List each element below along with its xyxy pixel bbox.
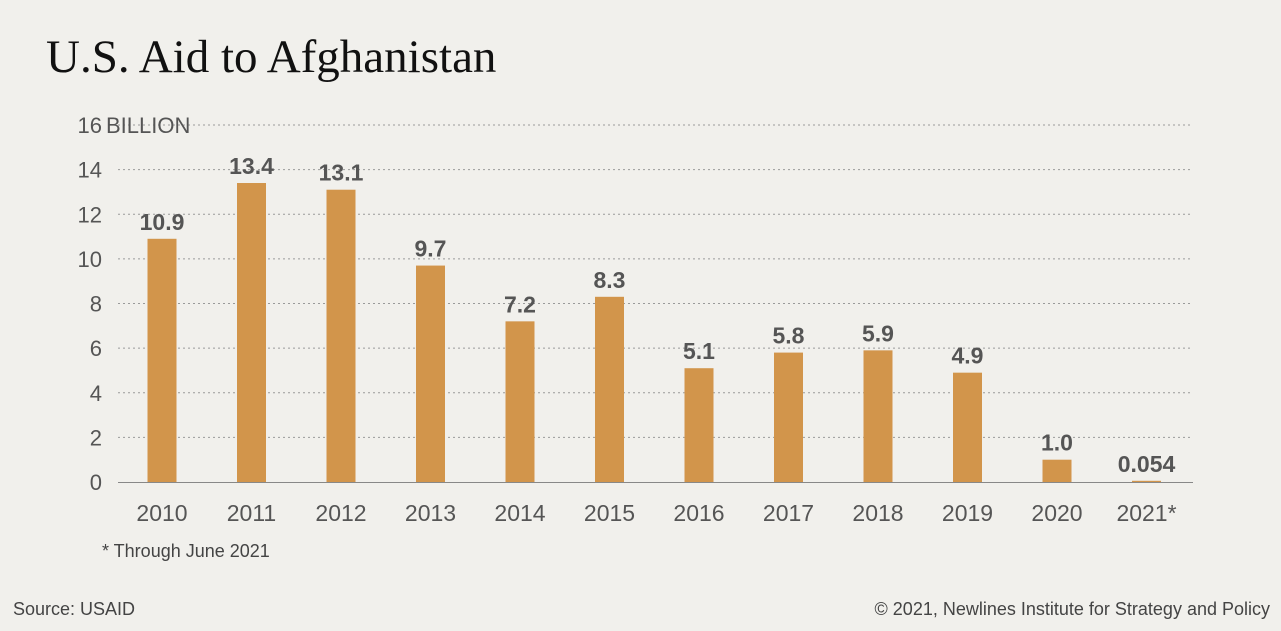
y-tick-label: 6 xyxy=(90,336,102,361)
bar-2010 xyxy=(147,238,177,482)
x-tick-label: 2018 xyxy=(852,500,903,526)
x-axis-ticks: 2010 2011 2012 2013 2014 2015 2016 2017 2018 2019… xyxy=(136,500,1176,526)
bar-2021 xyxy=(1132,480,1161,482)
bar-2016 xyxy=(684,368,714,482)
y-tick-label: 10 xyxy=(78,247,102,272)
y-axis-ticks: 0 2 4 6 8 10 12 14 16 BILLION xyxy=(78,113,191,495)
data-label: 5.9 xyxy=(862,320,894,346)
bar-2017 xyxy=(774,352,803,482)
bar-2018 xyxy=(863,350,893,482)
y-tick-label: 0 xyxy=(90,470,102,495)
data-labels: 10.9 13.4 13.1 9.7 7.2 8.3 5.1 5.8 5.9 4.9 1.0 0.05… xyxy=(140,153,1176,477)
x-tick-label: 2010 xyxy=(136,500,187,526)
data-label: 5.1 xyxy=(683,338,715,364)
x-tick-label: 2012 xyxy=(315,500,366,526)
x-tick-label: 2016 xyxy=(673,500,724,526)
footnote: * Through June 2021 xyxy=(102,541,270,561)
source-note: Source: USAID xyxy=(13,599,136,619)
bar-2014 xyxy=(505,321,535,482)
y-tick-label: 4 xyxy=(90,381,102,406)
y-tick-label: 16 xyxy=(78,113,102,138)
copyright-note: © 2021, Newlines Institute for Strategy … xyxy=(874,599,1270,619)
data-label: 0.054 xyxy=(1118,451,1176,477)
data-label: 5.8 xyxy=(773,323,805,349)
y-tick-label: 14 xyxy=(78,158,102,183)
bar-2015 xyxy=(595,296,624,482)
bar-2011 xyxy=(237,183,266,482)
gridlines xyxy=(118,124,1193,438)
x-tick-label: 2021* xyxy=(1116,500,1176,526)
x-tick-label: 2017 xyxy=(763,500,814,526)
data-label: 13.4 xyxy=(229,153,274,179)
x-tick-label: 2011 xyxy=(227,500,276,526)
data-label: 7.2 xyxy=(504,291,536,317)
x-tick-label: 2014 xyxy=(494,500,545,526)
bars xyxy=(147,183,1161,483)
data-label: 10.9 xyxy=(140,209,185,235)
y-tick-label: 2 xyxy=(90,425,102,450)
x-tick-label: 2019 xyxy=(942,500,993,526)
y-tick-label: 12 xyxy=(78,202,102,227)
data-label: 1.0 xyxy=(1041,430,1073,456)
bar-2019 xyxy=(953,372,982,482)
data-label: 13.1 xyxy=(319,160,364,186)
y-axis-unit-label: BILLION xyxy=(106,113,190,138)
data-label: 4.9 xyxy=(952,343,984,369)
chart-title: U.S. Aid to Afghanistan xyxy=(46,31,497,83)
bar-2012 xyxy=(326,189,356,483)
x-tick-label: 2015 xyxy=(584,500,635,526)
bar-2013 xyxy=(416,265,445,482)
data-label: 9.7 xyxy=(415,236,447,262)
data-label: 8.3 xyxy=(594,267,626,293)
bar-2020 xyxy=(1042,459,1072,482)
x-tick-label: 2013 xyxy=(405,500,456,526)
y-tick-label: 8 xyxy=(90,292,102,317)
x-tick-label: 2020 xyxy=(1031,500,1082,526)
